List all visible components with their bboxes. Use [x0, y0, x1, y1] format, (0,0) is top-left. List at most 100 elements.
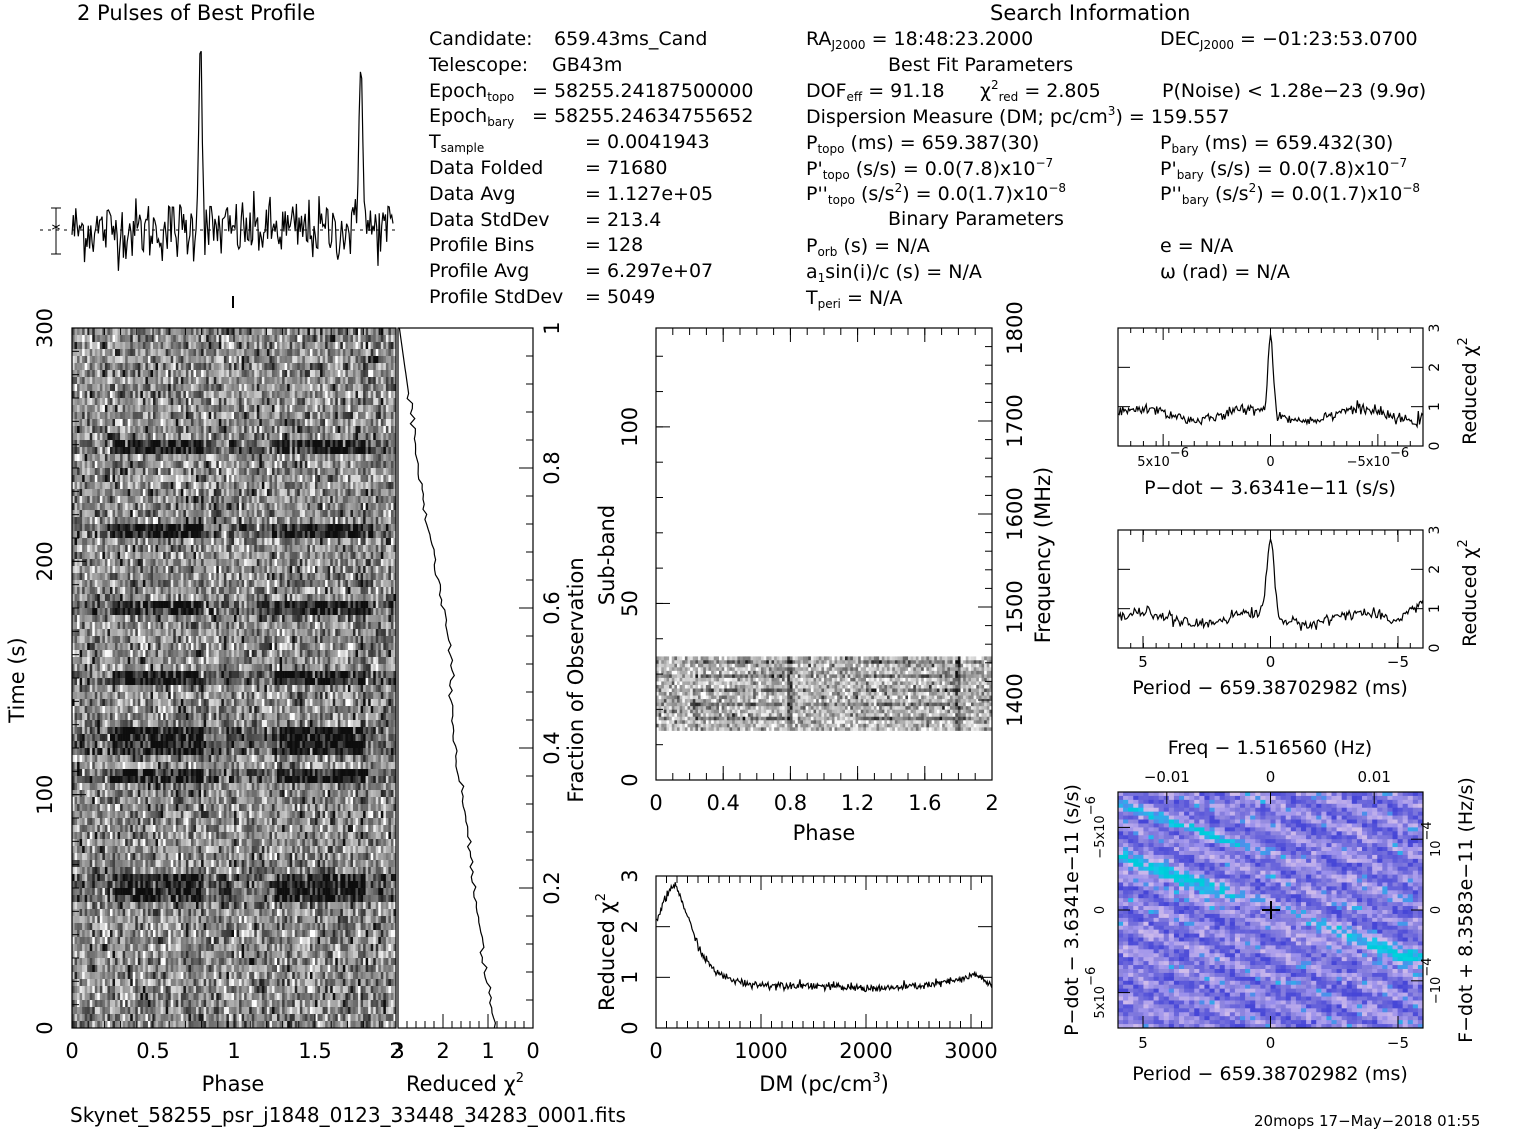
pixel [173, 335, 177, 343]
pixel [185, 510, 189, 518]
pixel [358, 482, 361, 490]
pixel [203, 342, 207, 350]
pixel [92, 531, 96, 539]
pixel [190, 538, 194, 546]
pixel [350, 391, 354, 399]
pixel [251, 573, 255, 581]
pixel [241, 426, 245, 434]
pixel [213, 503, 217, 511]
pixel [198, 587, 202, 595]
pixel [363, 573, 366, 581]
pixel [94, 552, 98, 560]
pixel [317, 433, 321, 441]
pixel [94, 461, 98, 469]
pixel [355, 475, 359, 483]
pixel [373, 398, 377, 406]
pixel [327, 377, 331, 385]
pixel [125, 566, 128, 574]
pixel [190, 447, 194, 455]
pixel [92, 433, 96, 441]
pixel [355, 454, 359, 462]
pixel [259, 538, 263, 546]
pixel [140, 398, 144, 406]
pixel [198, 426, 202, 434]
pixel [221, 426, 225, 434]
pixel [246, 489, 250, 497]
pixel [347, 580, 351, 588]
dof-field: DOFeff = 91.18 [806, 80, 945, 104]
pixel [122, 447, 126, 455]
pixel [221, 566, 225, 574]
pixel [294, 356, 298, 364]
pixel [130, 398, 134, 406]
pixel [299, 461, 303, 469]
pixel [150, 552, 154, 560]
pixel [254, 524, 258, 532]
pixel [299, 559, 303, 567]
pixel [345, 503, 349, 511]
pixel [130, 461, 134, 469]
pixel [345, 363, 349, 371]
pixel [241, 545, 245, 553]
pixel [228, 538, 232, 546]
pixel [385, 552, 389, 560]
pixel [266, 363, 270, 371]
pixel [393, 447, 397, 455]
pixel [292, 489, 296, 497]
pixel [347, 440, 351, 448]
pixel [274, 433, 278, 441]
pixel [132, 433, 136, 441]
pixel [185, 489, 189, 497]
pixel [94, 384, 98, 392]
pixel [355, 468, 359, 476]
pixel [201, 496, 204, 504]
pixel [84, 496, 88, 504]
pixel [340, 370, 344, 378]
pixel [125, 475, 128, 483]
pixel [175, 461, 179, 469]
pixel [117, 412, 121, 420]
pixel [196, 433, 199, 441]
pixel [158, 377, 161, 385]
pddot-bary-field: P''bary (s/s2) = 0.0(1.7)x10−8 [1160, 181, 1421, 207]
pixel [104, 587, 108, 595]
pixel [185, 531, 189, 539]
pixel [335, 426, 339, 434]
pixel [107, 531, 111, 539]
pixel [158, 566, 161, 574]
pixel [345, 510, 349, 518]
pixel [216, 538, 220, 546]
pixel [160, 398, 164, 406]
pixel [178, 580, 182, 588]
pixel [208, 356, 212, 364]
pixel [155, 440, 159, 448]
pixel [145, 531, 149, 539]
pixel [320, 440, 323, 448]
pixel [266, 433, 270, 441]
pixel [94, 419, 98, 427]
pixel [266, 482, 270, 490]
pixel [271, 552, 275, 560]
pixel [350, 356, 354, 364]
pixel [97, 587, 101, 595]
pixel [322, 552, 326, 560]
pixel [211, 580, 215, 588]
pixel [360, 461, 364, 469]
pixel [132, 356, 136, 364]
pixel [304, 447, 308, 455]
pixel [282, 587, 285, 595]
pixel [87, 342, 91, 350]
pixel [375, 384, 379, 392]
pixel [158, 503, 161, 511]
pixel [335, 384, 339, 392]
pixel [350, 517, 354, 525]
pixel [297, 580, 301, 588]
pixel [218, 594, 222, 602]
pixel [325, 468, 328, 476]
pixel [170, 594, 174, 602]
pixel [266, 426, 270, 434]
pixel [198, 580, 202, 588]
pixel [393, 559, 397, 567]
pixel [79, 475, 83, 483]
pixel [337, 566, 341, 574]
